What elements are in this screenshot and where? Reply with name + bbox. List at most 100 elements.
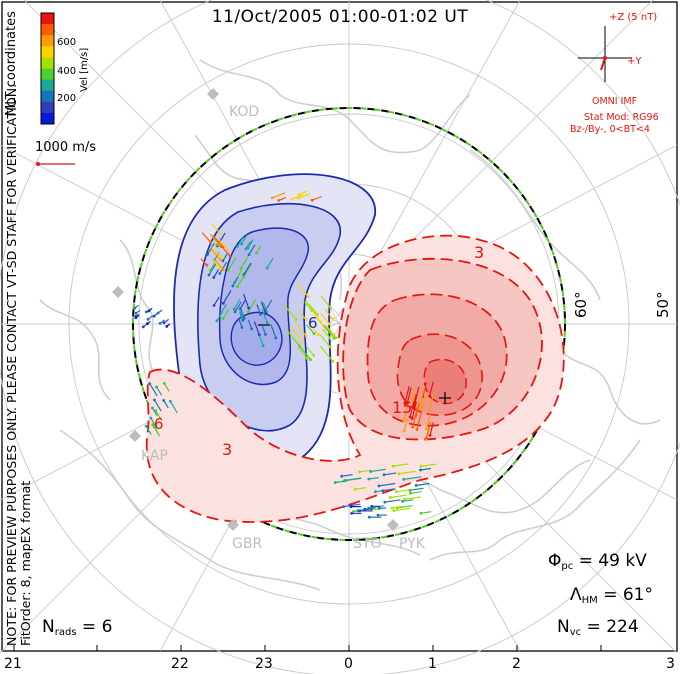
velocity-vector [234, 301, 242, 313]
velocity-vector [147, 315, 153, 320]
velocity-vector [149, 383, 158, 397]
velocity-vector [298, 193, 311, 199]
velocity-vector [208, 263, 217, 276]
hm-boundary-green [132, 107, 566, 541]
velocity-vector [359, 469, 371, 473]
velocity-vector [425, 411, 432, 430]
velocity-vector [416, 482, 430, 486]
nvc-symbol: N [557, 617, 570, 637]
velocity-vector [371, 508, 384, 511]
velocity-vector [402, 499, 414, 502]
velocity-vector [166, 323, 171, 327]
latitude-label-60: 60° [572, 291, 590, 318]
velocity-vector [286, 329, 301, 347]
velocity-vector [239, 300, 246, 309]
nvc-sub: vc [569, 627, 582, 638]
velocity-vector [412, 394, 417, 408]
velocity-vector [247, 239, 254, 249]
nvc-stat: Nvc = 224 [557, 617, 639, 638]
velocity-vector [320, 313, 330, 325]
velocity-vector [247, 299, 257, 312]
mlt-label-22: 22 [171, 656, 189, 672]
mlt-label-2: 2 [512, 656, 521, 672]
velocity-vector [163, 400, 169, 409]
mlt-label-1: 1 [428, 656, 437, 672]
map-title: 11/Oct/2005 01:00-01:02 UT [211, 7, 469, 27]
velocity-vector [278, 197, 287, 201]
mlt-ticks [13, 645, 602, 651]
velocity-vector [382, 488, 396, 492]
velocity-vector [245, 240, 252, 250]
colorbar [41, 13, 54, 125]
preview-note: NOTE: FOR PREVIEW PURPOSES ONLY. PLEASE … [4, 83, 19, 646]
velocity-vector [159, 319, 165, 324]
velocity-vector [261, 325, 267, 335]
velocity-vector [237, 235, 245, 247]
velocity-vector [239, 306, 245, 319]
velocity-vector [163, 318, 169, 324]
velocity-vector [157, 309, 163, 314]
velocity-vector [222, 252, 229, 262]
imf-model-line2: Bz-/By-, 0<BT<4 [570, 124, 650, 135]
velocity-vector [410, 491, 422, 494]
imf-clock [578, 26, 632, 82]
velocity-vector [242, 293, 250, 309]
velocity-vector [153, 399, 162, 412]
velocity-vector [148, 308, 153, 312]
velocity-vector [320, 295, 331, 308]
mlt-label-23: 23 [255, 656, 273, 672]
velocity-vector [219, 261, 228, 274]
velocity-vector [420, 511, 432, 514]
velocity-vector [227, 257, 237, 271]
velocity-vector [256, 304, 262, 315]
velocity-vector [341, 474, 353, 477]
velocity-vector [370, 468, 386, 473]
velocity-vector [319, 334, 331, 348]
velocity-vector [222, 290, 232, 304]
station-label-gbr: GBR [232, 536, 263, 552]
station-label-pyk: PYK [399, 536, 425, 552]
velocity-vector [135, 314, 140, 318]
station-marker-gbr [227, 519, 239, 531]
velocity-vector [145, 308, 151, 313]
velocity-vector [222, 246, 231, 256]
velocity-vector [213, 296, 220, 306]
velocity-vector [319, 345, 334, 362]
velocity-vector [155, 410, 163, 421]
lambda-sub: HM [581, 595, 598, 606]
velocity-vector [420, 385, 426, 403]
velocity-vector [415, 402, 420, 416]
velocity-vector [248, 244, 256, 255]
colorbar-segment [41, 112, 54, 125]
velocity-vector [397, 505, 413, 509]
velocity-vector [135, 309, 141, 314]
fit-order-label: FitOrder: 8, mapEX format [18, 480, 33, 646]
velocity-vector [383, 472, 397, 476]
velocity-vector [311, 195, 322, 201]
contour-label-3-lower: 3 [222, 440, 233, 459]
velocity-vector [425, 421, 432, 439]
velocity-vector [398, 470, 416, 475]
velocity-vector [429, 422, 434, 436]
phi-symbol: Φ [548, 551, 562, 571]
nrads-symbol: N [42, 617, 55, 637]
velocity-vector [153, 426, 160, 435]
velocity-vector [264, 299, 273, 312]
velocity-vector [218, 239, 229, 251]
velocity-vector [242, 263, 252, 278]
velocity-vector [247, 319, 253, 330]
colorbar-frame [40, 12, 55, 125]
velocity-vector [355, 487, 367, 490]
colorbar-segment [41, 24, 54, 36]
velocity-vector [258, 335, 264, 346]
velocity-vector [151, 407, 158, 416]
station-marker-pyk-west [112, 286, 124, 298]
nrads-stat: Nrads = 6 [42, 617, 112, 638]
velocity-vector [390, 494, 407, 498]
velocity-vector [238, 307, 244, 319]
colorbar-segment [41, 101, 54, 114]
velocity-vector [134, 304, 139, 309]
velocity-vector [240, 234, 248, 245]
velocity-vector [272, 192, 286, 199]
